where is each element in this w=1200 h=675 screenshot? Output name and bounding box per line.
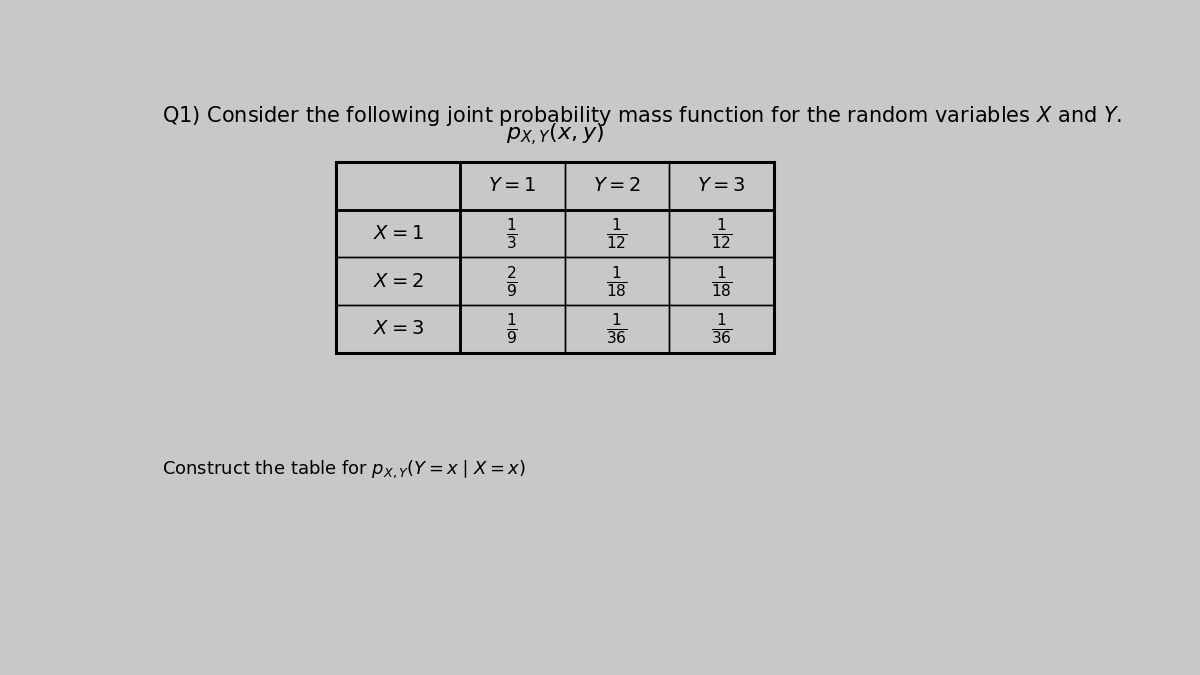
Text: $X = 3$: $X = 3$ [372,319,424,338]
Text: $Y = 2$: $Y = 2$ [593,176,641,195]
Bar [670,162,774,210]
Text: $\frac{1}{18}$: $\frac{1}{18}$ [606,264,628,298]
Bar [336,162,460,210]
Text: $\frac{2}{9}$: $\frac{2}{9}$ [506,264,518,298]
Bar [565,257,670,305]
Text: Q1) Consider the following joint probability mass function for the random variab: Q1) Consider the following joint probabi… [162,104,1122,128]
Text: $Y = 1$: $Y = 1$ [488,176,536,195]
Text: $\frac{1}{12}$: $\frac{1}{12}$ [710,216,732,251]
Bar [336,162,774,353]
Bar [670,257,774,305]
Text: $Y = 3$: $Y = 3$ [697,176,746,195]
Text: Construct the table for $p_{X,Y}(Y = x \mid X = x)$: Construct the table for $p_{X,Y}(Y = x \… [162,458,526,480]
Bar [460,162,565,210]
Text: $\frac{1}{12}$: $\frac{1}{12}$ [606,216,628,251]
Bar [336,210,460,257]
Bar [565,162,670,210]
Bar [670,305,774,353]
Bar [460,210,565,257]
Bar [336,305,460,353]
Text: $\frac{1}{3}$: $\frac{1}{3}$ [506,216,518,251]
Text: $\frac{1}{18}$: $\frac{1}{18}$ [710,264,732,298]
Bar [336,257,460,305]
Text: $p_{X,Y}(x, y)$: $p_{X,Y}(x, y)$ [506,122,604,148]
Bar [565,210,670,257]
Bar [460,305,565,353]
Text: $X = 1$: $X = 1$ [373,224,424,243]
Text: $X = 2$: $X = 2$ [373,272,424,291]
Bar [565,305,670,353]
Bar [460,257,565,305]
Text: $\frac{1}{9}$: $\frac{1}{9}$ [506,311,518,346]
Text: $\frac{1}{36}$: $\frac{1}{36}$ [710,311,732,346]
Bar [670,210,774,257]
Text: $\frac{1}{36}$: $\frac{1}{36}$ [606,311,628,346]
